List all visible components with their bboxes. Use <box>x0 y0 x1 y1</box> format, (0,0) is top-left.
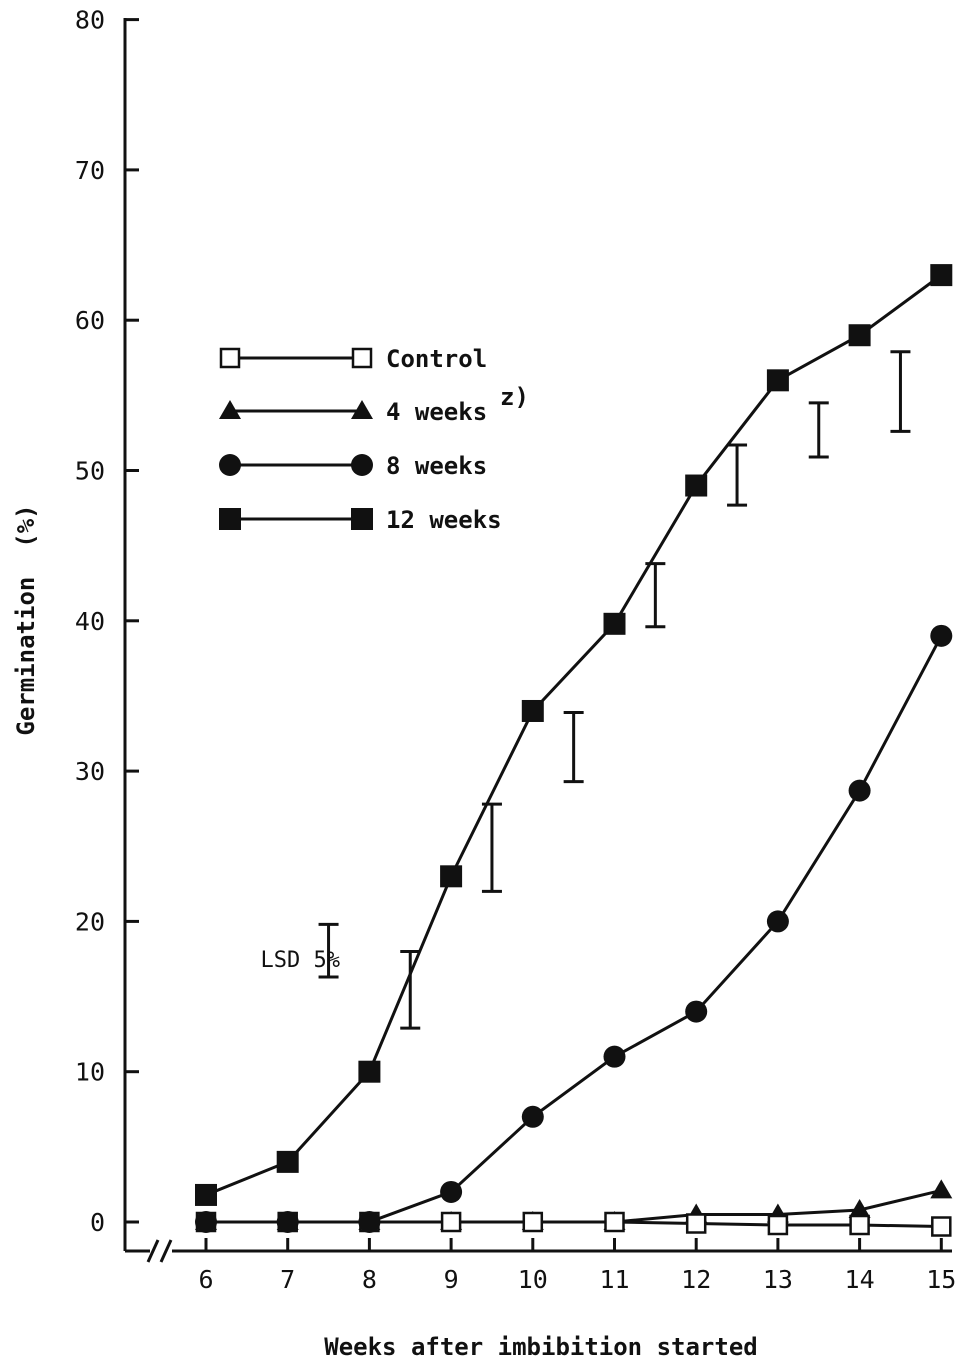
legend-label: 12 weeks <box>386 506 502 534</box>
point-12-weeks <box>521 699 544 722</box>
legend-label: 8 weeks <box>386 452 487 480</box>
y-tick-label: 30 <box>75 757 105 786</box>
legend-label: Control <box>386 345 487 373</box>
lsd-bar <box>563 710 584 784</box>
legend-marker <box>351 400 373 419</box>
y-tick-label: 40 <box>75 607 105 636</box>
lsd-bar <box>808 401 829 459</box>
point-control <box>522 1211 544 1233</box>
point-4-weeks <box>930 1179 953 1199</box>
lsd-bar <box>890 350 911 433</box>
lsd-bar <box>318 922 339 979</box>
x-axis-ticks: 6 7 8 9 10 11 12 13 14 15 <box>198 1238 956 1294</box>
point-8-weeks <box>358 1211 381 1233</box>
lsd-label: LSD 5% <box>261 948 340 973</box>
point-8-weeks <box>276 1211 299 1233</box>
point-8-weeks <box>195 1211 217 1233</box>
point-control <box>685 1213 707 1234</box>
legend-item-control: Control <box>219 345 487 373</box>
lsd-bar <box>645 562 666 629</box>
x-tick-label: 12 <box>681 1265 711 1294</box>
legend-marker <box>351 508 373 530</box>
point-12-weeks <box>440 865 463 888</box>
x-tick-label: 6 <box>198 1265 213 1294</box>
legend-marker <box>351 347 373 369</box>
point-8-weeks <box>440 1180 463 1203</box>
series-line-4-weeks <box>206 1188 942 1224</box>
legend: Control 4 weeks z) 8 weeks 12 weeks <box>219 345 529 534</box>
legend-item-12-weeks: 12 weeks <box>219 506 502 534</box>
point-4-weeks <box>848 1198 871 1218</box>
series-line-8-weeks <box>206 635 943 1224</box>
x-tick-label: 9 <box>444 1265 459 1294</box>
y-tick-label: 20 <box>75 907 105 936</box>
point-12-weeks <box>358 1060 381 1083</box>
point-control <box>604 1211 625 1233</box>
legend-label-superscript: z) <box>500 383 529 411</box>
point-12-weeks <box>930 264 953 287</box>
legend-marker <box>351 454 373 476</box>
legend-marker <box>219 400 241 419</box>
point-12-weeks <box>848 324 871 347</box>
legend-marker <box>219 454 241 476</box>
data-series <box>195 264 953 1237</box>
y-tick-label: 70 <box>75 156 105 185</box>
x-tick-label: 11 <box>599 1265 629 1294</box>
axis-break-mark <box>159 1239 173 1263</box>
legend-marker <box>219 347 241 369</box>
y-tick-label: 50 <box>75 457 105 486</box>
axes <box>123 18 952 1263</box>
point-8-weeks <box>685 1000 708 1023</box>
y-axis-ticks: 0 10 20 30 40 50 60 70 80 <box>75 6 139 1237</box>
y-tick-label: 60 <box>75 306 105 335</box>
point-12-weeks <box>685 474 708 497</box>
axis-break-mark <box>146 1239 160 1263</box>
y-tick-label: 0 <box>90 1208 105 1237</box>
series-line-12-weeks <box>205 273 943 1197</box>
point-8-weeks <box>766 910 789 933</box>
x-tick-label: 13 <box>763 1265 793 1294</box>
point-8-weeks <box>848 779 871 802</box>
point-8-weeks <box>930 624 953 647</box>
x-tick-label: 10 <box>518 1265 548 1294</box>
point-12-weeks <box>603 612 626 635</box>
y-tick-label: 10 <box>75 1058 105 1087</box>
point-control <box>931 1216 952 1237</box>
legend-item-4-weeks: 4 weeks z) <box>219 383 529 426</box>
x-tick-label: 14 <box>845 1265 875 1294</box>
y-tick-label: 80 <box>75 6 105 35</box>
lsd-error-bars: LSD 5% <box>261 350 911 1030</box>
lsd-bar <box>727 443 748 507</box>
lsd-bar <box>481 802 502 893</box>
point-12-weeks <box>766 369 789 392</box>
point-12-weeks <box>195 1183 217 1206</box>
point-control <box>849 1214 870 1236</box>
lsd-bar <box>400 949 421 1030</box>
x-tick-label: 7 <box>280 1265 295 1294</box>
legend-marker <box>219 508 241 530</box>
x-axis-title: Weeks after imbibition started <box>324 1333 757 1361</box>
y-axis-title: Germination (%) <box>12 504 40 735</box>
point-8-weeks <box>521 1105 544 1128</box>
x-tick-label: 15 <box>926 1265 956 1294</box>
legend-item-8-weeks: 8 weeks <box>219 452 487 480</box>
x-tick-label: 8 <box>362 1265 377 1294</box>
point-8-weeks <box>603 1045 626 1068</box>
point-12-weeks <box>276 1150 299 1173</box>
point-control <box>440 1211 462 1233</box>
point-control <box>767 1214 789 1236</box>
legend-label: 4 weeks <box>386 398 487 426</box>
